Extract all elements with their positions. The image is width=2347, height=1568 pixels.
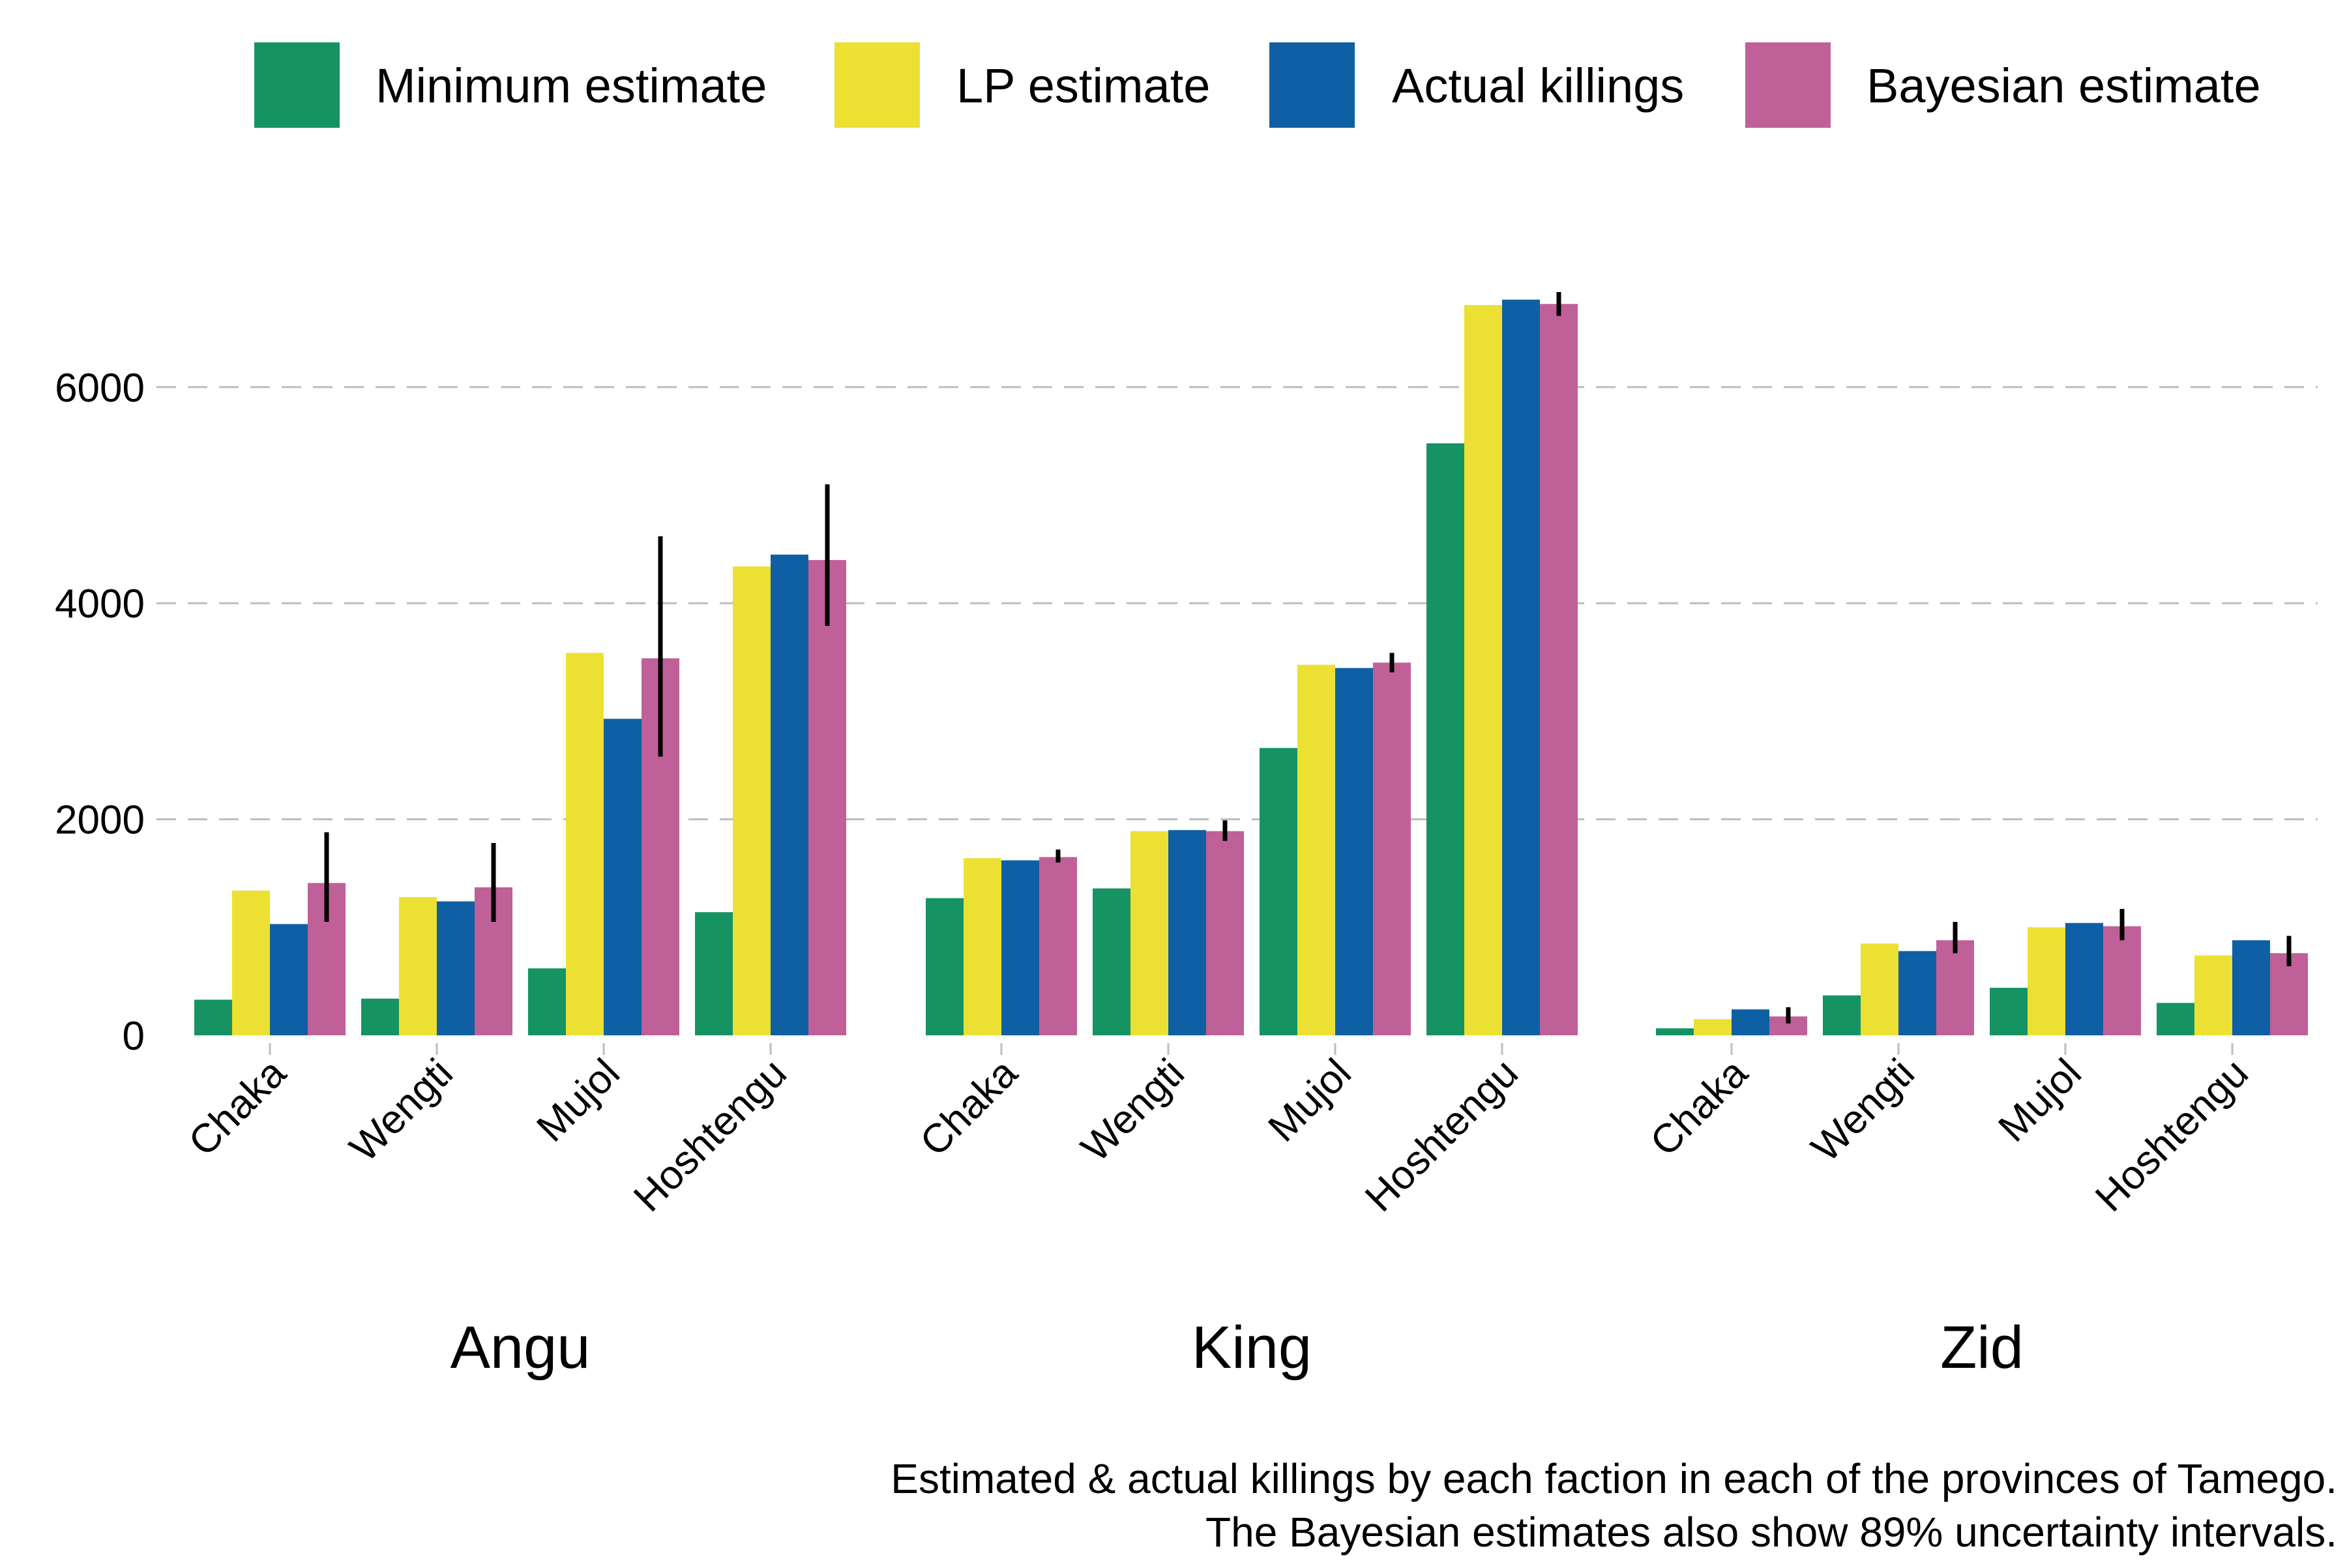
bar-angu-wengti-minimum-estimate: [361, 998, 399, 1035]
legend-label-lp-estimate: LP estimate: [956, 59, 1210, 113]
bar-zid-chaka-lp-estimate: [1694, 1019, 1732, 1035]
x-tick-label-king-hoshtengu: Hoshtengu: [1357, 1050, 1527, 1220]
bar-angu-mujol-minimum-estimate: [528, 968, 566, 1035]
bar-king-hoshtengu-minimum-estimate: [1426, 443, 1464, 1035]
bar-king-wengti-bayesian-estimate: [1206, 831, 1244, 1035]
grid-lines: [156, 386, 2318, 821]
x-tick-label-zid-chaka: Chaka: [1642, 1050, 1756, 1165]
bar-king-wengti-actual-killings: [1168, 830, 1206, 1035]
bar-king-chaka-actual-killings: [1001, 860, 1039, 1035]
x-tick-label-zid-mujol: Mujol: [1990, 1050, 2090, 1151]
bar-angu-hoshtengu-bayesian-estimate: [808, 559, 846, 1035]
facet-label-zid: Zid: [1940, 1314, 2024, 1381]
bar-angu-hoshtengu-actual-killings: [771, 554, 808, 1035]
facet-labels: Angu King Zid: [450, 1314, 2024, 1381]
x-tick-label-angu-chaka: Chaka: [180, 1050, 295, 1165]
x-tick-label-angu-mujol: Mujol: [528, 1050, 628, 1151]
bar-king-wengti-lp-estimate: [1130, 831, 1168, 1035]
bar-zid-mujol-lp-estimate: [2028, 927, 2065, 1035]
bar-king-chaka-lp-estimate: [964, 858, 1001, 1035]
bar-zid-hoshtengu-minimum-estimate: [2157, 1003, 2194, 1035]
caption-line-1: Estimated & actual killings by each fact…: [891, 1455, 2337, 1502]
bar-angu-chaka-actual-killings: [270, 924, 308, 1035]
bar-zid-wengti-bayesian-estimate: [1936, 940, 1974, 1035]
legend-swatch-lp-estimate: [834, 42, 920, 128]
x-tick-label-king-wengti: Wengti: [1072, 1050, 1192, 1170]
y-tick-label-6000: 6000: [55, 366, 145, 411]
bar-angu-chaka-lp-estimate: [232, 890, 270, 1035]
bar-zid-chaka-minimum-estimate: [1656, 1028, 1694, 1035]
bar-zid-mujol-minimum-estimate: [1990, 988, 2028, 1035]
bar-king-hoshtengu-lp-estimate: [1464, 304, 1502, 1035]
bar-king-mujol-bayesian-estimate: [1373, 662, 1411, 1035]
legend-label-minimum-estimate: Minimum estimate: [376, 59, 767, 113]
bar-angu-mujol-lp-estimate: [566, 653, 604, 1035]
bar-king-chaka-bayesian-estimate: [1039, 857, 1077, 1035]
x-tick-label-king-chaka: Chaka: [911, 1050, 1026, 1165]
bar-zid-chaka-actual-killings: [1732, 1009, 1769, 1035]
x-tick-label-angu-hoshtengu: Hoshtengu: [625, 1050, 795, 1220]
bar-zid-hoshtengu-bayesian-estimate: [2270, 953, 2308, 1035]
legend-swatch-bayesian-estimate: [1745, 42, 1831, 128]
bar-zid-mujol-actual-killings: [2065, 923, 2103, 1035]
bar-zid-wengti-actual-killings: [1898, 951, 1936, 1035]
bar-zid-hoshtengu-lp-estimate: [2194, 955, 2232, 1035]
legend: Minimum estimate LP estimate Actual killin…: [254, 42, 2261, 128]
facet-label-king: King: [1192, 1314, 1312, 1381]
bar-zid-mujol-bayesian-estimate: [2103, 926, 2141, 1035]
bar-king-mujol-lp-estimate: [1297, 664, 1335, 1035]
y-tick-label-4000: 4000: [55, 582, 145, 627]
bar-angu-hoshtengu-minimum-estimate: [695, 912, 733, 1035]
bar-king-chaka-minimum-estimate: [926, 898, 964, 1035]
y-axis: 0 2000 4000 6000: [55, 366, 145, 1059]
bar-king-mujol-actual-killings: [1335, 668, 1373, 1035]
bar-zid-wengti-lp-estimate: [1861, 943, 1898, 1035]
bar-angu-mujol-actual-killings: [604, 718, 642, 1035]
bar-angu-chaka-minimum-estimate: [194, 999, 232, 1035]
y-tick-label-2000: 2000: [55, 798, 145, 843]
bar-king-mujol-minimum-estimate: [1260, 748, 1297, 1035]
facet-label-angu: Angu: [450, 1314, 591, 1381]
legend-label-bayesian-estimate: Bayesian estimate: [1867, 59, 2261, 113]
uncertainty-intervals: [324, 291, 2292, 1024]
legend-swatch-minimum-estimate: [254, 42, 340, 128]
bar-zid-wengti-minimum-estimate: [1823, 995, 1861, 1035]
x-tick-label-zid-wengti: Wengti: [1803, 1050, 1923, 1170]
bar-angu-wengti-actual-killings: [437, 901, 475, 1035]
bar-angu-hoshtengu-lp-estimate: [733, 566, 771, 1035]
bar-king-hoshtengu-actual-killings: [1502, 299, 1540, 1035]
legend-swatch-actual-killings: [1269, 42, 1355, 128]
x-tick-label-zid-hoshtengu: Hoshtengu: [2087, 1050, 2257, 1220]
caption-line-2: The Bayesian estimates also show 89% unc…: [1205, 1509, 2337, 1556]
bar-angu-wengti-lp-estimate: [399, 896, 437, 1035]
bar-king-wengti-minimum-estimate: [1093, 888, 1130, 1035]
y-tick-label-0: 0: [123, 1014, 145, 1059]
bar-zid-hoshtengu-actual-killings: [2232, 940, 2270, 1035]
x-tick-label-angu-wengti: Wengti: [341, 1050, 461, 1170]
x-tick-label-king-mujol: Mujol: [1260, 1050, 1360, 1151]
bars: [194, 299, 2308, 1036]
bar-king-hoshtengu-bayesian-estimate: [1540, 304, 1578, 1036]
legend-label-actual-killings: Actual killings: [1392, 59, 1684, 113]
